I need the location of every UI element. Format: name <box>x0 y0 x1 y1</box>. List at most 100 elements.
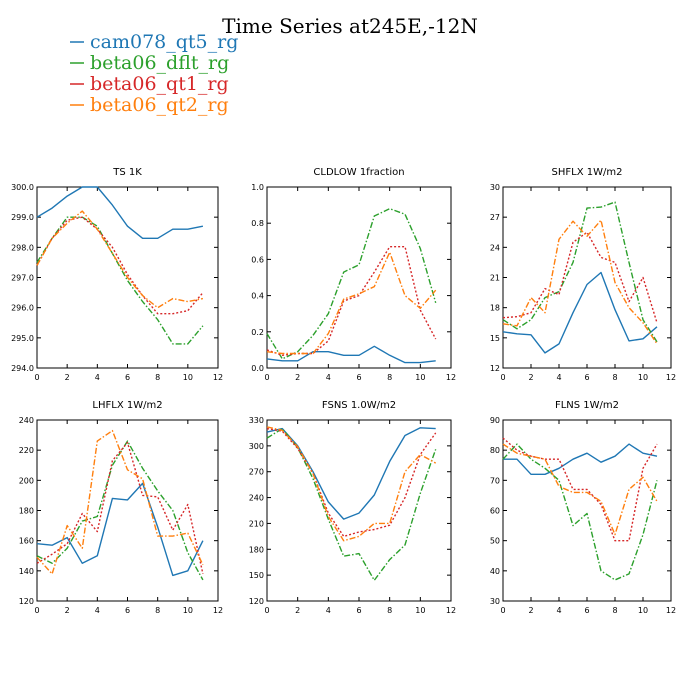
x-tick-label: 2 <box>65 606 70 615</box>
y-tick-label: 30 <box>490 183 500 192</box>
chart-panel: TS 1K 0 2 4 6 8 10 12 294.0 295.0 296.0 297.0 298.0 2… <box>11 167 223 382</box>
x-tick-label: 4 <box>95 373 100 382</box>
y-tick-label: 120 <box>19 597 34 606</box>
plot-frame <box>266 186 452 369</box>
x-tick-label: 6 <box>125 373 130 382</box>
panel-title: SHFLX 1W/m2 <box>552 167 623 178</box>
panel-title: FSNS 1.0W/m2 <box>322 400 396 411</box>
chart-panel: FLNS 1W/m2 0 2 4 6 8 10 12 30 40 50 60 70 80 90 <box>490 400 676 615</box>
y-tick-label: 297.0 <box>11 274 34 283</box>
y-tick-label: 40 <box>490 567 500 576</box>
x-tick-label: 10 <box>638 606 648 615</box>
x-tick-label: 8 <box>387 606 392 615</box>
x-tick-label: 2 <box>528 373 533 382</box>
series-line-cam078_qt5_rg <box>266 427 436 520</box>
x-tick-label: 12 <box>446 606 456 615</box>
series-line-beta06_qt1_rg <box>36 216 204 315</box>
x-tick-label: 4 <box>326 606 331 615</box>
y-tick-label: 140 <box>19 567 34 576</box>
series-line-beta06_dflt_rg <box>266 207 437 360</box>
panel-title: LHFLX 1W/m2 <box>92 400 162 411</box>
x-tick-label: 6 <box>584 373 589 382</box>
x-tick-label: 10 <box>183 606 193 615</box>
plot-frame <box>36 419 219 602</box>
y-tick-label: 70 <box>490 476 500 485</box>
x-tick-label: 4 <box>556 606 561 615</box>
x-tick-label: 6 <box>356 373 361 382</box>
series-line-cam078_qt5_rg <box>36 186 204 240</box>
y-tick-label: 220 <box>19 446 34 455</box>
x-tick-label: 0 <box>264 606 269 615</box>
figure-title: Time Series at245E,-12N <box>222 14 478 38</box>
series-line-beta06_dflt_rg <box>266 427 437 581</box>
x-tick-label: 2 <box>528 606 533 615</box>
y-tick-label: 300 <box>249 442 264 451</box>
series-line-beta06_qt2_rg <box>502 219 658 345</box>
y-tick-label: 0.2 <box>251 328 264 337</box>
x-tick-label: 6 <box>356 606 361 615</box>
y-tick-label: 300.0 <box>11 183 34 192</box>
series-line-beta06_qt1_rg <box>502 437 658 542</box>
panel-title: FLNS 1W/m2 <box>555 400 619 411</box>
y-tick-label: 120 <box>249 597 264 606</box>
y-tick-label: 160 <box>19 537 34 546</box>
chart-panel: FSNS 1.0W/m2 0 2 4 6 8 10 12 120 150 180 210 240 270 3… <box>249 400 456 615</box>
panels: TS 1K0 2 4 6 8 10 12294.0295.0296.0297.0298.02… <box>11 167 676 615</box>
panel-title: TS 1K <box>112 167 142 178</box>
series-line-beta06_qt1_rg <box>502 231 658 324</box>
x-tick-label: 10 <box>415 373 425 382</box>
y-tick-label: 240 <box>19 416 34 425</box>
y-tick-label: 50 <box>490 537 500 546</box>
series-line-cam078_qt5_rg <box>503 443 658 475</box>
legend-entry: cam078_qt5_rg <box>90 31 238 53</box>
x-tick-label: 6 <box>584 606 589 615</box>
y-tick-label: 294.0 <box>11 364 34 373</box>
x-tick-label: 8 <box>387 373 392 382</box>
x-tick-label: 8 <box>155 373 160 382</box>
y-tick-label: 0.4 <box>251 292 264 301</box>
y-tick-label: 240 <box>249 494 264 503</box>
y-tick-label: 0.6 <box>251 255 264 264</box>
y-tick-label: 90 <box>490 416 500 425</box>
y-tick-label: 295.0 <box>11 334 34 343</box>
x-tick-label: 12 <box>666 373 676 382</box>
y-tick-label: 330 <box>249 416 264 425</box>
y-tick-label: 200 <box>19 476 34 485</box>
series-line-cam078_qt5_rg <box>36 482 204 577</box>
series-line-beta06_qt1_rg <box>36 441 204 575</box>
series-line-beta06_dflt_rg <box>502 443 658 581</box>
y-tick-label: 30 <box>490 597 500 606</box>
x-tick-label: 2 <box>295 606 300 615</box>
y-tick-label: 24 <box>490 243 500 252</box>
y-tick-label: 60 <box>490 507 500 516</box>
x-tick-label: 10 <box>415 606 425 615</box>
x-tick-label: 12 <box>213 373 223 382</box>
legend-entry: beta06_dflt_rg <box>90 52 229 74</box>
x-tick-label: 8 <box>612 606 617 615</box>
series-line-beta06_qt1_rg <box>266 427 437 538</box>
x-tick-label: 10 <box>183 373 193 382</box>
x-tick-label: 4 <box>326 373 331 382</box>
y-tick-label: 27 <box>490 213 500 222</box>
x-tick-label: 4 <box>95 606 100 615</box>
series-line-beta06_dflt_rg <box>36 440 204 581</box>
y-tick-label: 80 <box>490 446 500 455</box>
y-tick-label: 180 <box>19 507 34 516</box>
plot-frame <box>266 419 452 602</box>
x-tick-label: 6 <box>125 606 130 615</box>
x-tick-label: 12 <box>213 606 223 615</box>
y-tick-label: 0.8 <box>251 219 264 228</box>
series-line-beta06_qt2_rg <box>36 429 204 575</box>
x-tick-label: 0 <box>264 373 269 382</box>
y-tick-label: 18 <box>490 304 500 313</box>
y-tick-label: 210 <box>249 519 264 528</box>
y-tick-label: 0.0 <box>251 364 264 373</box>
y-tick-label: 15 <box>490 334 500 343</box>
x-tick-label: 2 <box>295 373 300 382</box>
x-tick-label: 0 <box>500 606 505 615</box>
plot-frame <box>502 186 672 369</box>
series-line-beta06_dflt_rg <box>502 201 658 343</box>
x-tick-label: 4 <box>556 373 561 382</box>
